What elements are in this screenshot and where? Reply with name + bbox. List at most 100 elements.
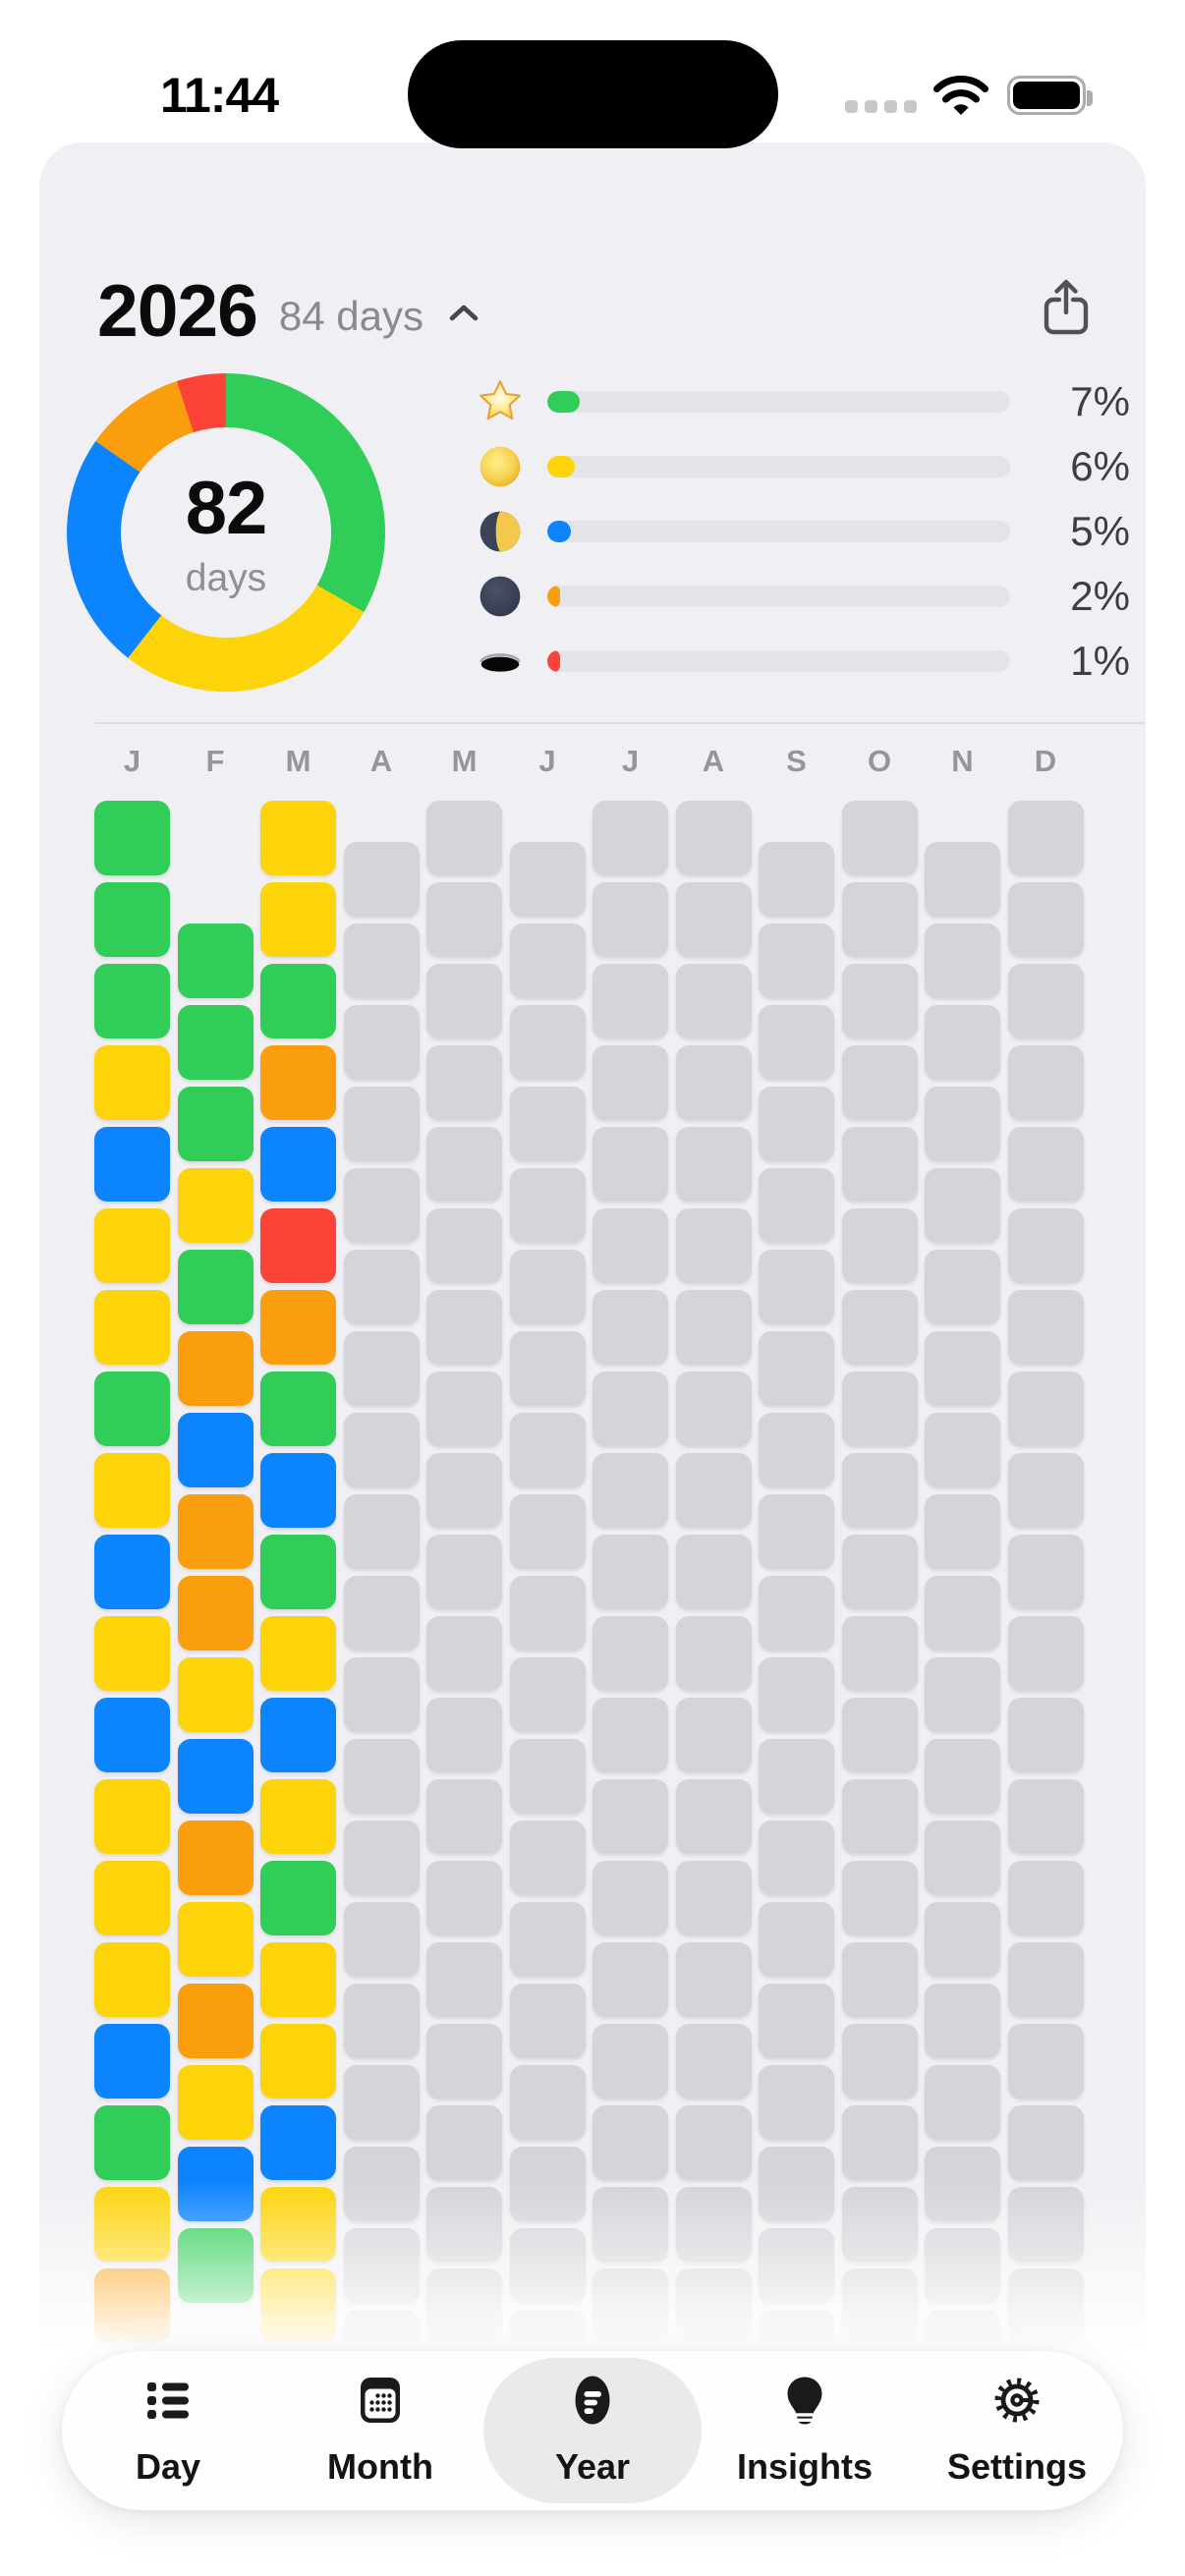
day-cell[interactable] <box>675 1861 752 1935</box>
day-cell[interactable] <box>1007 964 1084 1038</box>
day-cell[interactable] <box>925 1901 1000 1977</box>
day-cell[interactable] <box>177 1004 254 1080</box>
day-cell[interactable] <box>841 2105 918 2180</box>
day-cell[interactable] <box>94 1616 170 1691</box>
day-cell[interactable] <box>94 2024 170 2099</box>
day-cell[interactable] <box>177 1330 254 1406</box>
day-cell[interactable] <box>1007 1698 1084 1772</box>
day-cell[interactable] <box>925 1656 1000 1732</box>
day-cell[interactable] <box>260 1453 336 1528</box>
day-cell[interactable] <box>675 1779 752 1854</box>
day-cell[interactable] <box>592 1861 668 1935</box>
day-cell[interactable] <box>426 1861 502 1935</box>
day-cell[interactable] <box>592 2024 668 2099</box>
day-cell[interactable] <box>94 1779 170 1854</box>
day-cell[interactable] <box>925 1738 1000 1814</box>
day-cell[interactable] <box>675 1372 752 1446</box>
day-cell[interactable] <box>509 2064 586 2140</box>
tab-month[interactable]: Month <box>274 2351 486 2510</box>
day-cell[interactable] <box>675 1942 752 2017</box>
day-cell[interactable] <box>759 1086 834 1161</box>
tab-settings[interactable]: Settings <box>911 2351 1123 2510</box>
day-cell[interactable] <box>675 1698 752 1772</box>
day-cell[interactable] <box>94 1290 170 1365</box>
share-button[interactable] <box>1040 276 1093 342</box>
tab-day[interactable]: Day <box>62 2351 274 2510</box>
day-cell[interactable] <box>509 1412 586 1487</box>
day-cell[interactable] <box>343 1575 420 1651</box>
day-cell[interactable] <box>841 1779 918 1854</box>
day-cell[interactable] <box>343 1983 420 2058</box>
day-cell[interactable] <box>426 2105 502 2180</box>
day-cell[interactable] <box>426 1616 502 1691</box>
day-cell[interactable] <box>260 1045 336 1120</box>
day-cell[interactable] <box>1007 1861 1084 1935</box>
day-cell[interactable] <box>177 1575 254 1651</box>
day-cell[interactable] <box>841 1942 918 2017</box>
day-cell[interactable] <box>509 1330 586 1406</box>
day-cell[interactable] <box>177 1249 254 1324</box>
day-cell[interactable] <box>1007 1535 1084 1609</box>
day-cell[interactable] <box>675 1453 752 1528</box>
day-cell[interactable] <box>509 1167 586 1243</box>
day-cell[interactable] <box>343 841 420 917</box>
day-cell[interactable] <box>841 1208 918 1283</box>
day-cell[interactable] <box>759 1493 834 1569</box>
day-cell[interactable] <box>509 923 586 998</box>
day-cell[interactable] <box>177 2064 254 2140</box>
day-cell[interactable] <box>592 882 668 957</box>
day-cell[interactable] <box>509 1493 586 1569</box>
tab-insights[interactable]: Insights <box>699 2351 911 2510</box>
day-cell[interactable] <box>759 1983 834 2058</box>
day-cell[interactable] <box>759 1575 834 1651</box>
day-cell[interactable] <box>925 1820 1000 1895</box>
day-cell[interactable] <box>1007 1942 1084 2017</box>
day-cell[interactable] <box>509 1983 586 2058</box>
day-cell[interactable] <box>94 1045 170 1120</box>
day-cell[interactable] <box>841 1861 918 1935</box>
day-cell[interactable] <box>759 2064 834 2140</box>
day-cell[interactable] <box>343 923 420 998</box>
day-cell[interactable] <box>426 1045 502 1120</box>
day-cell[interactable] <box>592 1208 668 1283</box>
day-cell[interactable] <box>509 1004 586 1080</box>
day-cell[interactable] <box>841 1616 918 1691</box>
day-cell[interactable] <box>675 1045 752 1120</box>
day-cell[interactable] <box>592 1045 668 1120</box>
day-cell[interactable] <box>343 1086 420 1161</box>
day-cell[interactable] <box>94 1208 170 1283</box>
day-cell[interactable] <box>509 1656 586 1732</box>
day-cell[interactable] <box>509 1901 586 1977</box>
day-cell[interactable] <box>925 1004 1000 1080</box>
day-cell[interactable] <box>343 1656 420 1732</box>
day-cell[interactable] <box>94 882 170 957</box>
day-cell[interactable] <box>592 1779 668 1854</box>
day-cell[interactable] <box>841 2024 918 2099</box>
day-cell[interactable] <box>343 2064 420 2140</box>
day-cell[interactable] <box>592 1616 668 1691</box>
day-cell[interactable] <box>759 1656 834 1732</box>
day-cell[interactable] <box>177 1820 254 1895</box>
day-cell[interactable] <box>925 1249 1000 1324</box>
day-cell[interactable] <box>759 923 834 998</box>
day-cell[interactable] <box>1007 1208 1084 1283</box>
day-cell[interactable] <box>841 964 918 1038</box>
day-cell[interactable] <box>426 1779 502 1854</box>
day-cell[interactable] <box>841 1453 918 1528</box>
day-cell[interactable] <box>260 1779 336 1854</box>
day-cell[interactable] <box>675 1208 752 1283</box>
day-cell[interactable] <box>177 1167 254 1243</box>
day-cell[interactable] <box>426 2024 502 2099</box>
day-cell[interactable] <box>925 1983 1000 2058</box>
day-cell[interactable] <box>675 1290 752 1365</box>
day-cell[interactable] <box>426 882 502 957</box>
day-cell[interactable] <box>426 1535 502 1609</box>
day-cell[interactable] <box>925 1575 1000 1651</box>
day-cell[interactable] <box>592 1290 668 1365</box>
day-cell[interactable] <box>841 1372 918 1446</box>
day-cell[interactable] <box>925 923 1000 998</box>
day-cell[interactable] <box>94 1861 170 1935</box>
day-cell[interactable] <box>925 1412 1000 1487</box>
day-cell[interactable] <box>260 2024 336 2099</box>
day-cell[interactable] <box>177 1656 254 1732</box>
